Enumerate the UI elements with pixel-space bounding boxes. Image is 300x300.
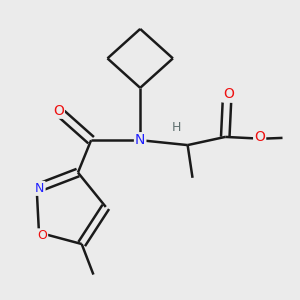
Text: N: N <box>35 182 45 195</box>
Text: O: O <box>53 104 64 118</box>
Text: O: O <box>223 87 234 101</box>
Text: O: O <box>254 130 265 144</box>
Text: H: H <box>172 121 181 134</box>
Text: O: O <box>37 229 47 242</box>
Text: N: N <box>135 133 146 147</box>
